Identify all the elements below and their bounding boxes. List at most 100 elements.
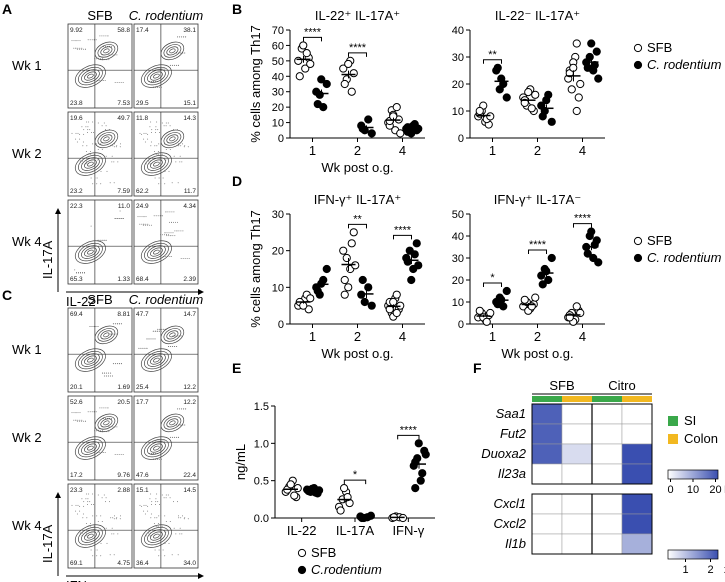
event-dot xyxy=(154,549,156,551)
quadrant-value: 52.6 xyxy=(70,399,83,406)
event-dot xyxy=(79,412,81,414)
event-dot xyxy=(102,58,103,60)
panel-label-c: C xyxy=(2,287,12,303)
flow-a-row-label: Wk 4 xyxy=(12,234,42,249)
data-point-sfb xyxy=(286,480,295,489)
event-dot xyxy=(103,494,105,496)
event-dot xyxy=(154,177,156,179)
event-dot xyxy=(163,497,165,499)
event-dot xyxy=(157,440,159,442)
event-dot xyxy=(112,333,114,335)
density-contour xyxy=(169,332,176,338)
density-contour xyxy=(78,154,103,174)
y-axis-label: % cells among Th17 xyxy=(248,25,263,143)
event-dot xyxy=(179,161,181,163)
data-point-sfb xyxy=(344,283,353,292)
data-point-sfb xyxy=(475,306,484,315)
event-dot xyxy=(156,330,158,332)
quadrant-value: 25.4 xyxy=(136,384,149,391)
significance-bracket xyxy=(393,234,412,240)
data-point-cr xyxy=(357,513,367,523)
event-dot xyxy=(147,138,149,140)
event-dot xyxy=(184,517,186,519)
y-tick-label: 20 xyxy=(272,246,284,258)
event-dot xyxy=(161,122,163,124)
event-dot xyxy=(180,52,182,54)
event-dot xyxy=(160,86,162,88)
x-tick-label: 4 xyxy=(579,143,586,158)
event-dot xyxy=(172,232,174,234)
event-dot xyxy=(87,126,89,128)
event-dot xyxy=(151,131,152,133)
quadrant-value: 11.0 xyxy=(118,203,131,210)
event-dot xyxy=(117,161,119,163)
event-dot xyxy=(77,40,79,42)
quadrant-value: 1.69 xyxy=(117,384,130,391)
event-dot xyxy=(103,407,105,409)
heatmap-cell xyxy=(591,443,623,465)
significance-bracket xyxy=(348,52,367,57)
gene-label: Il23a xyxy=(498,466,526,481)
legend-marker-cr xyxy=(297,565,307,575)
event-dot xyxy=(158,183,160,185)
event-dot xyxy=(180,424,182,426)
event-dot xyxy=(76,272,77,274)
density-contour xyxy=(84,159,97,169)
color-scale-2 xyxy=(667,549,719,560)
density-contour xyxy=(150,159,163,169)
data-point-sfb xyxy=(520,295,529,304)
event-dot xyxy=(155,153,157,155)
quadrant-value: 23.2 xyxy=(70,188,83,195)
event-dot xyxy=(164,183,166,185)
event-dot xyxy=(79,138,81,140)
event-dot xyxy=(97,326,99,328)
event-dot xyxy=(178,145,180,147)
quadrant-value: 9.92 xyxy=(70,27,83,34)
event-dot xyxy=(94,177,96,179)
tissue-legend-swatch xyxy=(668,434,678,444)
event-dot xyxy=(103,239,105,241)
legend-b: SFB C. rodentium xyxy=(633,40,722,72)
data-point-cr xyxy=(403,257,412,266)
event-dot xyxy=(104,372,106,374)
event-dot xyxy=(89,326,91,328)
density-contour xyxy=(169,136,176,142)
density-contour xyxy=(166,46,179,56)
event-dot xyxy=(85,498,87,500)
event-dot xyxy=(172,346,174,347)
event-dot xyxy=(171,554,173,556)
event-dot xyxy=(87,39,89,41)
event-dot xyxy=(173,64,175,66)
legend-marker-cr xyxy=(633,60,643,70)
event-dot xyxy=(166,232,168,234)
event-dot xyxy=(118,323,120,325)
event-dot xyxy=(116,517,118,519)
event-dot xyxy=(181,161,183,163)
flow-a-y-label: IL-17A xyxy=(40,240,55,279)
event-dot xyxy=(112,145,114,147)
data-point-sfb xyxy=(339,64,348,73)
data-point-sfb xyxy=(527,104,536,113)
legend-label-cr: C. rodentium xyxy=(647,250,722,265)
quadrant-value: 17.7 xyxy=(136,399,149,406)
event-dot xyxy=(85,532,87,534)
y-tick-label: 50 xyxy=(272,56,284,68)
significance-bracket xyxy=(303,36,322,42)
event-dot xyxy=(146,338,148,340)
event-dot xyxy=(94,549,96,551)
event-dot xyxy=(169,64,171,66)
quadrant-value: 12.2 xyxy=(183,399,196,406)
event-dot xyxy=(92,493,94,495)
event-dot xyxy=(105,35,107,37)
event-dot xyxy=(156,86,158,88)
event-dot xyxy=(177,408,179,410)
event-dot xyxy=(103,35,105,37)
event-dot xyxy=(179,36,181,38)
event-dot xyxy=(98,80,100,82)
density-contour xyxy=(103,420,110,426)
y-tick-label: 30 xyxy=(452,253,464,265)
event-dot xyxy=(105,125,107,127)
tissue-legend-label: SI xyxy=(684,413,696,428)
event-dot xyxy=(177,64,179,66)
event-dot xyxy=(105,155,107,157)
